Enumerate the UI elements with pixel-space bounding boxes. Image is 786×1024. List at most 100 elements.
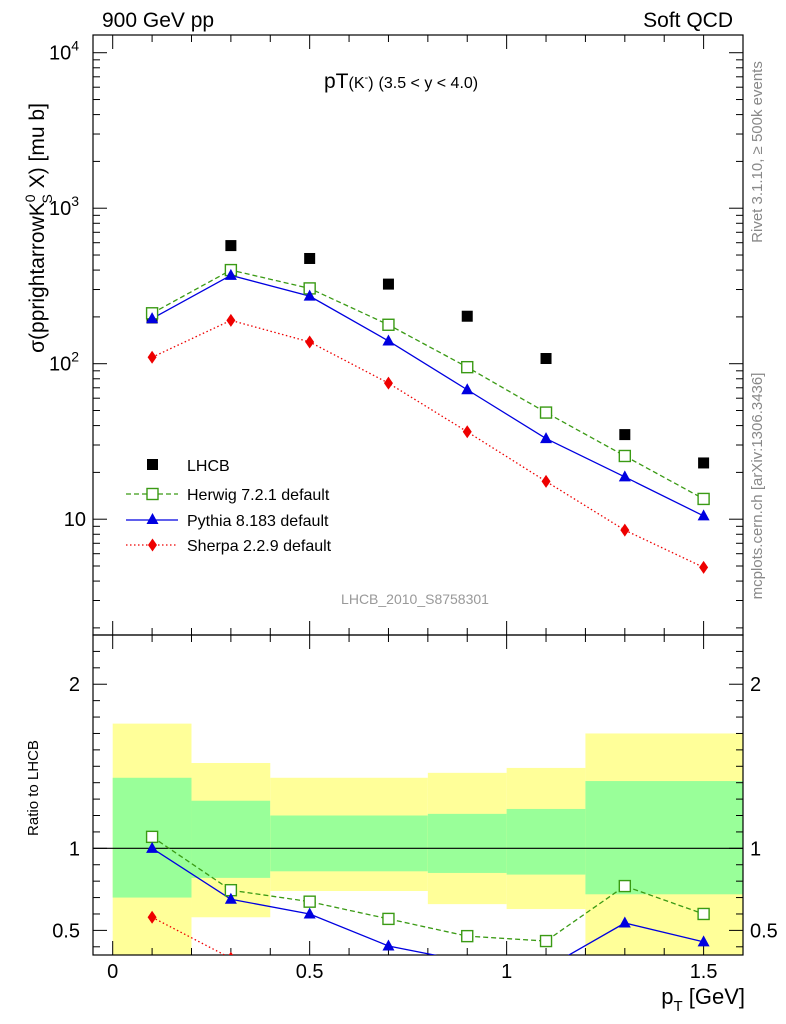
band-green-2	[270, 815, 428, 872]
main-point-s2-1	[224, 268, 237, 280]
ratio-point-s1-4	[461, 955, 473, 966]
ratio-point-s0-5	[539, 934, 553, 948]
main-point-s3-4	[462, 425, 472, 439]
main-point-s1-7	[697, 492, 710, 506]
band-green-4	[506, 808, 586, 875]
ratio-series-group	[145, 830, 710, 993]
header-left: 900 GeV pp	[102, 9, 214, 32]
ratio-point-s2-0	[147, 910, 157, 924]
main-axis-ticks	[93, 35, 744, 635]
main-point-s0-1	[225, 240, 237, 252]
y-tick-label-10000: 104	[49, 38, 79, 65]
ratio-point-s1-5	[540, 962, 552, 973]
band-green-1	[191, 800, 271, 878]
legend-marker-herwig	[146, 487, 159, 501]
ratio-point-s0-7	[697, 907, 710, 921]
ratio-frame	[92, 634, 744, 956]
header-right: Soft QCD	[643, 9, 733, 32]
y-tick-label-10: 10	[64, 509, 86, 531]
ratio-y-tick-0.5-left: 0.5	[52, 920, 80, 942]
legend-label-pythia: Pythia 8.183 default	[187, 513, 329, 530]
band-green-3	[427, 813, 507, 873]
main-point-s2-5	[540, 432, 553, 444]
main-point-s0-7	[698, 457, 710, 469]
rivet-info: Rivet 3.1.10, ≥ 500k events	[749, 61, 766, 243]
ratio-point-s1-2	[303, 907, 316, 919]
main-point-s1-5	[539, 406, 553, 419]
legend-entry-lhcb: LHCB	[147, 458, 230, 475]
ratio-point-s2-4	[463, 976, 472, 989]
ratio-point-s2-1	[228, 951, 234, 955]
main-point-s3-3	[383, 376, 393, 390]
ratio-y-tick-0.5-right: 0.5	[750, 920, 778, 942]
ratio-point-s0-0	[145, 830, 159, 844]
ratio-y-axis-title: Ratio to LHCB	[25, 740, 42, 836]
main-line-2	[151, 274, 704, 517]
legend-marker-pythia	[146, 513, 159, 524]
ratio-point-s2-6	[620, 967, 629, 980]
main-y-axis-title: σ(pprightarrowK0S X) [mu b]	[22, 103, 55, 353]
ratio-point-s0-4	[461, 929, 474, 943]
y-tick-label-100: 102	[49, 349, 79, 376]
main-line-1	[151, 269, 704, 500]
legend-marker-sherpa	[148, 538, 157, 552]
mcplots-info: mcplots.cern.ch [arXiv:1306.3436]	[749, 373, 766, 600]
x-tick-labels: 0 0.5 1 1.5	[107, 961, 717, 983]
legend-entry-herwig: Herwig 7.2.1 default	[126, 487, 330, 504]
main-point-s0-2	[304, 252, 316, 264]
main-point-s3-6	[620, 523, 630, 537]
main-point-s3-2	[305, 335, 315, 349]
main-point-s2-4	[461, 383, 474, 395]
ratio-point-s1-3	[382, 939, 395, 951]
ratio-y-tick-2-right: 2	[750, 674, 761, 696]
x-tick-label-0.5: 0.5	[296, 961, 324, 983]
ratio-point-s0-2	[303, 895, 316, 908]
ratio-y-tick-labels: 0.5 1 2 0.5 1 2	[52, 674, 778, 942]
legend-label-herwig: Herwig 7.2.1 default	[187, 487, 330, 504]
plot-title: pT(K-) (3.5 < y < 4.0)	[324, 70, 478, 93]
ratio-point-s0-6	[618, 879, 632, 893]
band-green-5	[585, 781, 743, 895]
x-tick-label-1: 1	[501, 961, 512, 983]
legend-label-sherpa: Sherpa 2.2.9 default	[187, 538, 332, 555]
ratio-point-s2-5	[542, 980, 551, 993]
ratio-point-s1-7	[697, 935, 710, 947]
ratio-point-s2-3	[384, 968, 393, 981]
ratio-point-s1-1	[224, 892, 237, 904]
main-point-s3-5	[541, 474, 551, 488]
legend-entry-sherpa: Sherpa 2.2.9 default	[126, 538, 332, 555]
main-point-s1-4	[461, 360, 474, 374]
ratio-y-tick-1-left: 1	[69, 838, 80, 860]
main-point-s1-3	[382, 318, 395, 331]
ratio-line-0	[151, 836, 704, 942]
main-point-s0-3	[382, 278, 394, 290]
main-point-s2-2	[303, 289, 316, 301]
x-tick-label-0: 0	[107, 961, 118, 983]
x-axis-title: pT [GeV]	[661, 984, 745, 1015]
legend-entry-pythia: Pythia 8.183 default	[126, 513, 329, 530]
main-line-3	[151, 319, 704, 568]
main-point-s3-7	[699, 560, 709, 574]
main-point-s2-7	[697, 509, 710, 521]
legend-marker-lhcb	[147, 459, 158, 470]
ratio-line-1	[151, 847, 704, 955]
main-series-group	[145, 240, 710, 574]
main-y-tick-labels: 10 102 103 104	[49, 38, 86, 531]
main-point-s2-0	[146, 312, 159, 324]
ratio-point-s1-0	[146, 841, 159, 853]
main-point-s3-1	[226, 313, 236, 327]
ratio-y-tick-2-left: 2	[69, 674, 80, 696]
main-point-s2-3	[382, 334, 395, 346]
legend: LHCB Herwig 7.2.1 default Pythia 8.183 d…	[126, 458, 332, 555]
ratio-point-s1-6	[618, 916, 631, 928]
main-point-s0-5	[540, 353, 552, 365]
main-point-s2-6	[618, 470, 631, 482]
ratio-y-tick-1-right: 1	[750, 838, 761, 860]
uncertainty-bands	[112, 723, 743, 955]
main-point-s1-6	[618, 449, 632, 463]
x-tick-label-1.5: 1.5	[690, 961, 718, 983]
y-tick-label-1000: 103	[49, 193, 79, 220]
legend-label-lhcb: LHCB	[187, 458, 230, 475]
main-point-s0-4	[461, 310, 473, 322]
